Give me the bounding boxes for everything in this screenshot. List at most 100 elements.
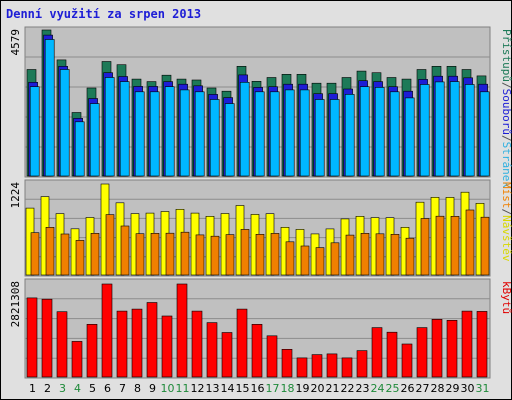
panel-1-ymax-label: 4579	[9, 29, 22, 56]
bar-míst-24	[375, 233, 385, 276]
legend-entry: Souborů	[500, 89, 512, 135]
x-tick-label-25: 25	[386, 382, 400, 395]
bar-kbytů-13	[206, 322, 218, 378]
x-tick-label-27: 27	[416, 382, 430, 395]
bar-kbytů-23	[356, 350, 368, 378]
bar-míst-12	[195, 234, 205, 276]
bar-stránek-10	[164, 86, 175, 177]
bar-míst-25	[390, 234, 400, 276]
x-tick-label-2: 2	[44, 382, 51, 395]
bar-míst-18	[285, 241, 295, 276]
bar-kbytů-27	[416, 327, 428, 378]
bar-míst-16	[255, 234, 265, 276]
bar-kbytů-19	[296, 357, 308, 378]
bar-kbytů-3	[56, 311, 68, 378]
bar-míst-7	[120, 225, 130, 276]
bar-míst-23	[360, 233, 370, 276]
x-tick-label-13: 13	[206, 382, 220, 395]
bar-stránek-12	[194, 91, 205, 177]
bar-stránek-26	[404, 97, 415, 177]
bar-míst-1	[30, 232, 40, 276]
x-tick-label-5: 5	[89, 382, 96, 395]
chart-title: Denní využití za srpen 2013	[6, 7, 201, 21]
x-tick-label-24: 24	[371, 382, 385, 395]
bar-míst-26	[405, 237, 415, 276]
bar-stránek-7	[119, 81, 130, 177]
bar-kbytů-9	[146, 302, 158, 378]
bar-stránek-9	[149, 91, 160, 177]
bar-míst-13	[210, 235, 220, 276]
x-tick-label-26: 26	[401, 382, 415, 395]
bar-stránek-28	[434, 81, 445, 177]
bar-kbytů-30	[461, 310, 473, 378]
bar-míst-27	[420, 218, 430, 276]
bar-kbytů-17	[266, 335, 278, 378]
bar-stránek-21	[329, 99, 340, 177]
bar-míst-15	[240, 229, 250, 276]
bar-míst-11	[180, 231, 190, 276]
bar-stránek-20	[314, 99, 325, 177]
bar-stránek-24	[374, 87, 385, 177]
bar-míst-2	[45, 227, 55, 276]
bar-míst-28	[435, 215, 445, 276]
bar-kbytů-8	[131, 308, 143, 378]
x-tick-label-3: 3	[59, 382, 66, 395]
bar-kbytů-20	[311, 354, 323, 378]
bar-míst-31	[480, 216, 490, 276]
bar-kbytů-25	[386, 331, 398, 378]
x-tick-label-28: 28	[431, 382, 445, 395]
x-tick-label-20: 20	[311, 382, 325, 395]
x-tick-label-19: 19	[296, 382, 310, 395]
x-tick-label-15: 15	[236, 382, 250, 395]
bar-míst-17	[270, 233, 280, 276]
bar-kbytů-15	[236, 308, 248, 378]
bar-míst-21	[330, 242, 340, 276]
legend-entry: kBytů	[500, 281, 512, 314]
x-tick-label-11: 11	[176, 382, 190, 395]
bar-stránek-8	[134, 91, 145, 177]
bar-míst-5	[90, 233, 100, 276]
bar-míst-20	[315, 247, 325, 276]
x-tick-label-21: 21	[326, 382, 340, 395]
bar-kbytů-6	[101, 283, 113, 378]
x-tick-label-23: 23	[356, 382, 370, 395]
bar-kbytů-22	[341, 357, 353, 378]
bar-stránek-13	[209, 99, 220, 177]
bar-míst-10	[165, 232, 175, 276]
bar-stránek-11	[179, 89, 190, 177]
legend-entry: /	[500, 82, 512, 89]
x-tick-label-6: 6	[104, 382, 111, 395]
bar-stránek-22	[344, 94, 355, 177]
bar-kbytů-11	[176, 283, 188, 378]
bar-míst-4	[75, 240, 85, 276]
legend-entry: /	[500, 135, 512, 142]
legend-entry: Stránek	[500, 142, 512, 189]
bar-kbytů-21	[326, 353, 338, 378]
bar-kbytů-28	[431, 318, 443, 378]
bar-míst-8	[135, 233, 145, 276]
bar-kbytů-4	[71, 341, 83, 378]
legend-entry: Návštěv	[500, 215, 512, 262]
x-tick-label-29: 29	[446, 382, 460, 395]
bar-míst-30	[465, 209, 475, 276]
x-tick-label-16: 16	[251, 382, 265, 395]
panel-3-ymax-label: 2821308	[9, 281, 22, 327]
bar-stránek-31	[479, 91, 490, 177]
bar-stránek-15	[239, 82, 250, 177]
legend-entry: Přístupů	[500, 29, 512, 82]
bar-kbytů-7	[116, 310, 128, 378]
bar-stránek-4	[74, 121, 85, 177]
x-tick-label-7: 7	[119, 382, 126, 395]
bar-kbytů-5	[86, 323, 98, 378]
bar-kbytů-16	[251, 323, 263, 378]
bar-stránek-19	[299, 89, 310, 177]
bar-míst-22	[345, 234, 355, 276]
panel-1-legend: Přístupů/Souborů/Stránek	[500, 29, 512, 188]
legend-entry: Míst	[500, 182, 512, 209]
x-tick-label-18: 18	[281, 382, 295, 395]
bar-stránek-17	[269, 91, 280, 177]
bar-kbytů-29	[446, 319, 458, 378]
bar-míst-3	[60, 233, 70, 276]
bar-stránek-6	[104, 77, 115, 177]
